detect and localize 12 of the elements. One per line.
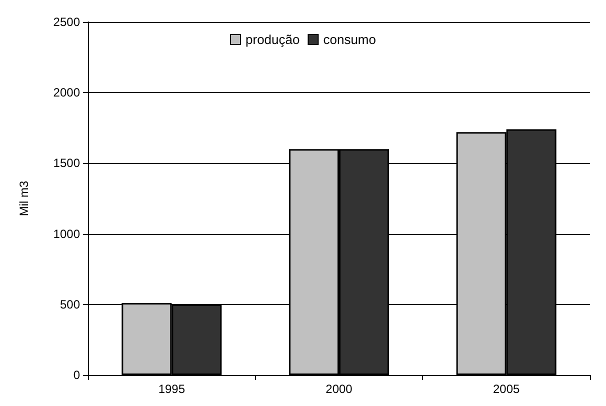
y-tick-label: 2500	[53, 15, 80, 29]
legend-label: produção	[246, 32, 300, 47]
y-axis-title: Mil m3	[17, 180, 31, 216]
x-tick-label: 2000	[326, 382, 353, 396]
y-tick-label: 1000	[53, 226, 80, 241]
y-tick-label: 2000	[53, 86, 80, 100]
y-tick-label: 1500	[53, 156, 80, 170]
x-tick-label: 1995	[158, 382, 186, 396]
y-tick-label: 500	[60, 297, 80, 312]
x-tick-label: 2005	[492, 382, 520, 396]
legend-label: consumo	[323, 32, 376, 47]
y-tick-label: 0	[73, 368, 80, 382]
